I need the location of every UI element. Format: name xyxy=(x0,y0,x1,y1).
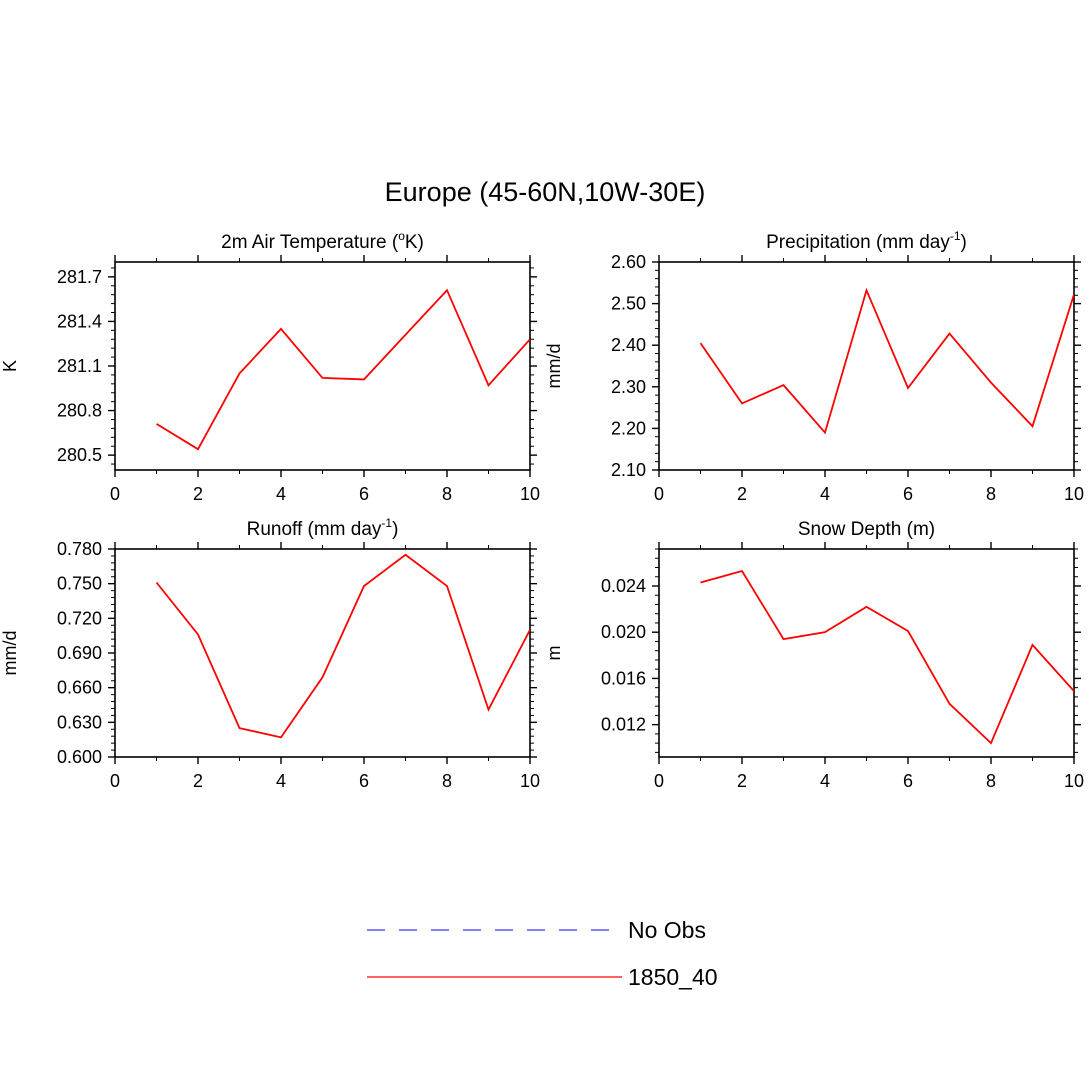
panel-2: 0 2 4 6 8 10 2.10 2.20 2.30 2.40 2.50 2.60 mm/d Preci… xyxy=(544,229,1084,504)
y-tick-label: 280.8 xyxy=(57,401,102,421)
y-tick-label: 0.020 xyxy=(601,622,646,642)
x-tick-label: 4 xyxy=(820,771,830,791)
plot-frame xyxy=(114,548,531,758)
panel-3: 0 2 4 6 8 10 0.600 0.630 0.660 0.690 0.720 0.750 0.7… xyxy=(0,516,540,791)
panel-title: 2m Air Temperature (oK) xyxy=(221,229,424,253)
x-tick-label: 10 xyxy=(520,484,540,504)
x-tick-label: 4 xyxy=(820,484,830,504)
x-tick-label: 4 xyxy=(276,484,286,504)
figure-title: Europe (45-60N,10W-30E) xyxy=(385,177,706,207)
panel-1: 0 2 4 6 8 10 280.5 280.8 281.1 281.4 281.7 K 2m Air … xyxy=(0,229,540,504)
x-tick-label: 0 xyxy=(654,484,664,504)
panel-title-superscript: o xyxy=(398,229,405,243)
x-tick-label: 10 xyxy=(1064,771,1084,791)
x-tick-label: 2 xyxy=(737,771,747,791)
x-tick-label: 0 xyxy=(110,771,120,791)
panel-title-superscript: -1 xyxy=(381,516,392,530)
legend-label-no-obs: No Obs xyxy=(628,917,706,943)
x-tick-label: 10 xyxy=(1064,484,1084,504)
y-axis-label: mm/d xyxy=(0,631,20,676)
x-tick-label: 10 xyxy=(520,771,540,791)
y-tick-label: 0.600 xyxy=(57,747,102,767)
y-tick-label: 2.50 xyxy=(611,294,646,314)
y-tick-label: 0.024 xyxy=(601,576,646,596)
panel-title-main: Precipitation (mm day xyxy=(766,232,950,253)
y-tick-label: 2.30 xyxy=(611,377,646,397)
y-tick-label: 2.20 xyxy=(611,418,646,438)
series-line-1850-40 xyxy=(155,553,530,739)
x-tick-label: 8 xyxy=(442,771,452,791)
y-tick-label: 281.7 xyxy=(57,267,102,287)
y-tick-label: 281.1 xyxy=(57,356,102,376)
series-line-1850-40 xyxy=(700,569,1074,745)
x-tick-label: 4 xyxy=(276,771,286,791)
legend-label-1850-40: 1850_40 xyxy=(628,964,718,990)
panel-4: 0 2 4 6 8 10 0.012 0.016 0.020 0.024 m Snow Depth (… xyxy=(544,519,1084,791)
panel-title-superscript: -1 xyxy=(950,229,961,243)
x-tick-label: 6 xyxy=(903,771,913,791)
x-tick-label: 2 xyxy=(737,484,747,504)
y-tick-label: 0.012 xyxy=(601,715,646,735)
panel-title-main: Runoff (mm day xyxy=(247,519,382,540)
panel-title-end: ) xyxy=(392,519,398,540)
plot-frame xyxy=(658,548,1075,758)
y-tick-label: 2.10 xyxy=(611,460,646,480)
panel-title: Snow Depth (m) xyxy=(798,519,935,540)
y-tick-label: 0.750 xyxy=(57,574,102,594)
x-tick-label: 6 xyxy=(903,484,913,504)
series-line-1850-40 xyxy=(156,288,530,451)
x-tick-label: 2 xyxy=(193,484,203,504)
panel-title-main: Snow Depth (m) xyxy=(798,519,935,540)
y-tick-label: 0.780 xyxy=(57,539,102,559)
y-tick-label: 2.40 xyxy=(611,335,646,355)
panel-title: Precipitation (mm day-1) xyxy=(766,229,967,253)
y-tick-label: 281.4 xyxy=(57,311,102,331)
panel-title: Runoff (mm day-1) xyxy=(247,516,399,540)
panels: 0 2 4 6 8 10 280.5 280.8 281.1 281.4 281.7 K 2m Air … xyxy=(0,229,1084,791)
x-tick-label: 0 xyxy=(654,771,664,791)
y-tick-label: 280.5 xyxy=(57,445,102,465)
x-tick-label: 6 xyxy=(359,484,369,504)
y-tick-label: 2.60 xyxy=(611,252,646,272)
y-axis-label: m xyxy=(544,646,564,661)
x-tick-label: 8 xyxy=(986,771,996,791)
panel-title-main: 2m Air Temperature ( xyxy=(221,232,399,253)
x-tick-label: 2 xyxy=(193,771,203,791)
x-tick-label: 8 xyxy=(442,484,452,504)
y-axis-label: mm/d xyxy=(544,344,564,389)
x-tick-label: 0 xyxy=(110,484,120,504)
series-line-1850-40 xyxy=(699,287,1074,435)
x-tick-label: 8 xyxy=(986,484,996,504)
y-tick-label: 0.720 xyxy=(57,608,102,628)
x-tick-label: 6 xyxy=(359,771,369,791)
y-tick-label: 0.016 xyxy=(601,668,646,688)
plot-frame xyxy=(114,261,531,471)
y-tick-label: 0.690 xyxy=(57,643,102,663)
panel-title-end: ) xyxy=(961,232,967,253)
y-axis-label: K xyxy=(0,360,20,372)
y-tick-label: 0.660 xyxy=(57,678,102,698)
y-tick-label: 0.630 xyxy=(57,712,102,732)
legend: No Obs 1850_40 xyxy=(367,917,718,990)
panel-title-end: K) xyxy=(405,232,424,253)
